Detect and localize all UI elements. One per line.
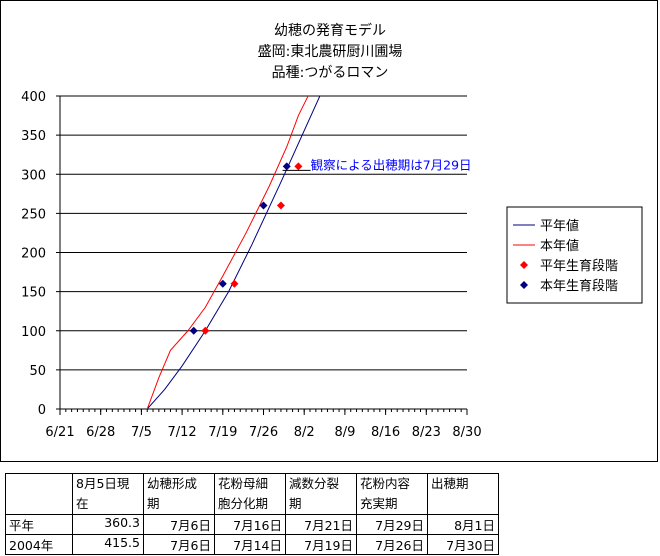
annotation-label: 観察による出穂期は7月29日 — [311, 157, 472, 172]
series-marker-本年生育段階 — [282, 162, 291, 171]
x-tick-label: 7/19 — [208, 425, 237, 440]
legend-swatch-marker — [520, 261, 528, 269]
x-tick-label: 8/9 — [334, 425, 355, 440]
y-tick-label: 400 — [21, 90, 46, 105]
x-tick-label: 7/26 — [249, 425, 278, 440]
series-marker-平年生育段階 — [294, 162, 303, 171]
legend-box — [506, 206, 643, 304]
series-marker-本年生育段階 — [218, 279, 227, 288]
table-cell: 7月30日 — [427, 534, 499, 555]
table-cell: 7月19日 — [285, 534, 357, 555]
table-row: 2004年 415.5 7月6日 7月14日 7月19日 7月26日 7月30日 — [5, 534, 499, 555]
table-cell: 7月6日 — [143, 514, 215, 535]
table-cell: 7月16日 — [214, 514, 286, 535]
legend-item-label: 平年値 — [540, 218, 579, 234]
x-tick-label: 6/28 — [86, 425, 115, 440]
series-marker-平年生育段階 — [276, 201, 285, 210]
y-tick-label: 200 — [21, 247, 46, 262]
table-header-cell — [5, 473, 73, 515]
y-tick-label: 0 — [38, 403, 46, 418]
chart-subtitle-variety: 品種:つがるロマン — [271, 65, 389, 81]
x-tick-label: 8/2 — [294, 425, 315, 440]
chart-subtitle-location: 盛岡:東北農研厨川圃場 — [257, 44, 403, 60]
table-row: 平年 360.3 7月6日 7月16日 7月21日 7月29日 8月1日 — [5, 514, 499, 535]
series-marker-平年生育段階 — [201, 326, 210, 335]
y-tick-label: 350 — [21, 129, 46, 144]
table-header-cell: 8月5日現在 — [72, 473, 144, 515]
series-line-平年値 — [146, 96, 321, 409]
x-tick-label: 6/21 — [45, 425, 74, 440]
table-header-cell: 花粉内容 充実期 — [356, 473, 428, 515]
table-header-cell: 出穂期 — [427, 473, 499, 515]
table-cell: 415.5 — [72, 534, 144, 555]
table-cell: 7月29日 — [356, 514, 428, 535]
table-header-cell: 花粉母細 胞分化期 — [214, 473, 286, 515]
y-tick-label: 50 — [29, 364, 46, 379]
series-marker-平年生育段階 — [230, 279, 239, 288]
table-cell: 平年 — [5, 514, 73, 535]
legend-item-label: 本年値 — [540, 238, 579, 254]
data-table: 8月5日現在幼穂形成期花粉母細 胞分化期 減数分裂期花粉内容 充実期 出穂期 平年 360.… — [5, 473, 499, 555]
table-cell: 7月14日 — [214, 534, 286, 555]
table-header-cell: 幼穂形成期 — [143, 473, 215, 515]
table-cell: 7月6日 — [143, 534, 215, 555]
table-header-cell: 減数分裂期 — [285, 473, 357, 515]
x-tick-label: 7/5 — [131, 425, 152, 440]
legend-swatch-marker — [520, 281, 528, 289]
x-tick-label: 8/23 — [412, 425, 441, 440]
table-cell: 7月21日 — [285, 514, 357, 535]
legend-item-label: 本年生育段階 — [540, 278, 618, 294]
chart-title: 幼穂の発育モデル — [274, 23, 386, 39]
legend-item-label: 平年生育段階 — [540, 258, 618, 274]
series-marker-本年生育段階 — [259, 201, 268, 210]
table-header-row: 8月5日現在幼穂形成期花粉母細 胞分化期 減数分裂期花粉内容 充実期 出穂期 — [5, 473, 499, 515]
x-tick-label: 7/12 — [167, 425, 196, 440]
y-tick-label: 300 — [21, 168, 46, 183]
y-tick-label: 150 — [21, 286, 46, 301]
chart-svg: 0 50 100 150 200 250 300 350 400 6/21 6/28 7/5 7/12 7… — [21, 90, 643, 440]
y-tick-label: 100 — [21, 325, 46, 340]
table-cell: 8月1日 — [427, 514, 499, 535]
y-tick-label: 250 — [21, 207, 46, 222]
x-tick-label: 8/30 — [452, 425, 481, 440]
table-cell: 2004年 — [5, 534, 73, 555]
table-cell: 7月26日 — [356, 534, 428, 555]
table-cell: 360.3 — [72, 514, 144, 535]
series-marker-本年生育段階 — [189, 326, 198, 335]
x-tick-label: 8/16 — [371, 425, 400, 440]
series-line-本年値 — [146, 96, 309, 409]
